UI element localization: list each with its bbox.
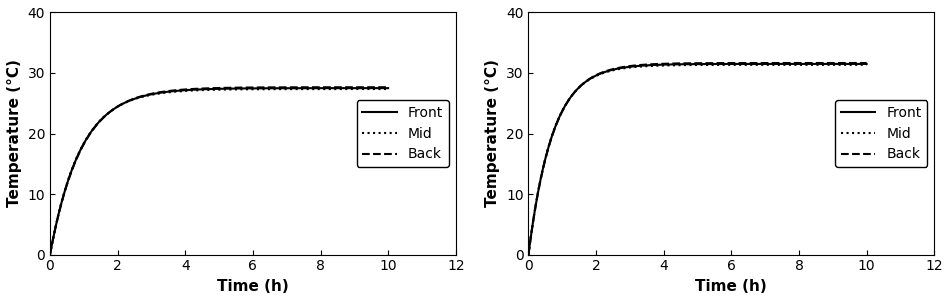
Back bbox=[678, 61, 690, 65]
Back bbox=[861, 61, 872, 65]
Back bbox=[200, 87, 211, 90]
Mid bbox=[851, 63, 863, 67]
Line: Front: Front bbox=[528, 64, 866, 255]
Front bbox=[851, 62, 863, 66]
Mid bbox=[789, 63, 801, 67]
Front bbox=[678, 62, 690, 66]
Mid bbox=[62, 181, 73, 184]
Mid bbox=[678, 63, 690, 67]
Back bbox=[522, 253, 534, 256]
Back bbox=[687, 61, 698, 65]
Front bbox=[522, 253, 534, 256]
Back bbox=[383, 85, 394, 89]
Mid bbox=[540, 155, 551, 159]
Legend: Front, Mid, Back: Front, Mid, Back bbox=[356, 100, 448, 167]
Line: Front: Front bbox=[50, 88, 389, 255]
Front bbox=[62, 181, 73, 185]
Back bbox=[851, 61, 863, 65]
Legend: Front, Mid, Back: Front, Mid, Back bbox=[835, 100, 927, 167]
Y-axis label: Temperature (°C): Temperature (°C) bbox=[7, 60, 22, 207]
Front bbox=[383, 86, 394, 90]
Front bbox=[209, 87, 220, 91]
Mid bbox=[372, 87, 384, 91]
Mid bbox=[383, 87, 394, 91]
Line: Mid: Mid bbox=[528, 65, 866, 255]
Mid bbox=[522, 253, 534, 256]
X-axis label: Time (h): Time (h) bbox=[695, 279, 768, 294]
Line: Back: Back bbox=[528, 63, 866, 255]
Front bbox=[200, 87, 211, 91]
X-axis label: Time (h): Time (h) bbox=[217, 279, 289, 294]
Back bbox=[372, 85, 384, 89]
Line: Back: Back bbox=[50, 87, 389, 255]
Back bbox=[209, 86, 220, 90]
Front bbox=[789, 62, 801, 66]
Mid bbox=[200, 88, 211, 92]
Back bbox=[851, 61, 863, 65]
Mid bbox=[861, 63, 872, 67]
Back bbox=[45, 253, 56, 256]
Mid bbox=[45, 253, 56, 256]
Front bbox=[851, 62, 863, 66]
Front bbox=[540, 156, 551, 159]
Mid bbox=[372, 87, 384, 91]
Front bbox=[861, 62, 872, 66]
Front bbox=[45, 253, 56, 256]
Front bbox=[372, 86, 384, 90]
Front bbox=[311, 86, 322, 90]
Back bbox=[789, 61, 801, 65]
Back bbox=[372, 85, 384, 89]
Y-axis label: Temperature (°C): Temperature (°C) bbox=[485, 60, 501, 207]
Mid bbox=[311, 87, 322, 91]
Mid bbox=[851, 63, 863, 67]
Mid bbox=[687, 63, 698, 67]
Mid bbox=[209, 88, 220, 92]
Line: Mid: Mid bbox=[50, 89, 389, 255]
Back bbox=[311, 85, 322, 89]
Front bbox=[372, 86, 384, 90]
Back bbox=[540, 156, 551, 160]
Front bbox=[687, 62, 698, 66]
Back bbox=[62, 182, 73, 185]
